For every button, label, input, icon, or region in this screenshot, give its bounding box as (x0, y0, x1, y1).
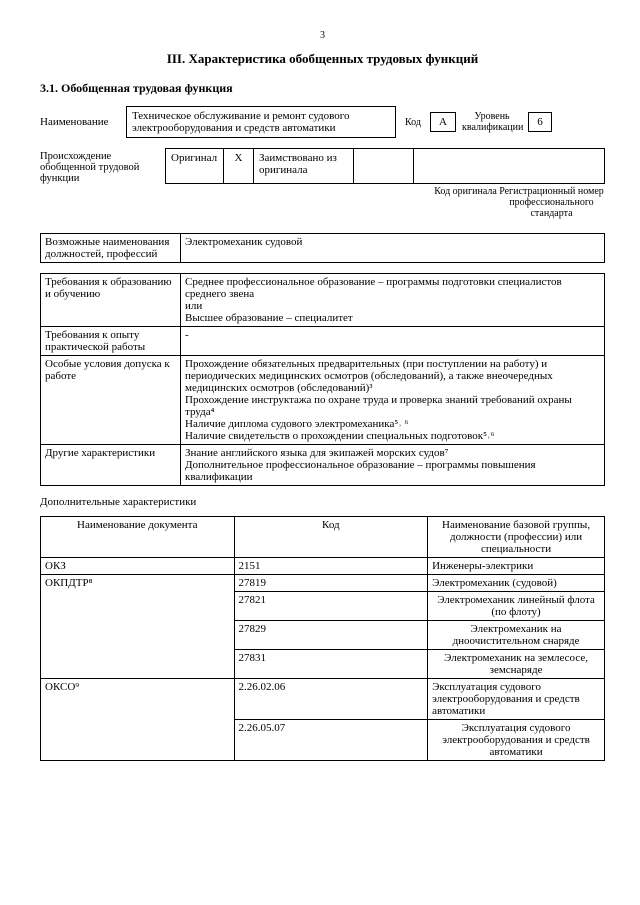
cls-doc: ОКСО⁹ (41, 679, 235, 761)
classifier-table: Наименование документа Код Наименование … (40, 516, 605, 761)
cls-header-doc: Наименование документа (41, 517, 235, 558)
cls-header-name: Наименование базовой группы, должности (… (428, 517, 605, 558)
page-title: III. Характеристика обобщенных трудовых … (40, 51, 605, 67)
table-row: ОКПДТР⁸27819Электромеханик (судовой) (41, 575, 605, 592)
requirements-table: Требования к образованию и обучениюСредн… (40, 273, 605, 486)
original-mark: X (224, 149, 254, 184)
job-titles-value: Электромеханик судовой (181, 234, 605, 263)
table-row: ОКЗ2151Инженеры-электрики (41, 558, 605, 575)
name-row: Наименование Техническое обслуживание и … (40, 106, 605, 138)
table-row: ОКСО⁹2.26.02.06Эксплуатация судового эле… (41, 679, 605, 720)
cls-code: 2.26.05.07 (234, 720, 428, 761)
cls-code: 27819 (234, 575, 428, 592)
additional-title: Дополнительные характеристики (40, 496, 605, 508)
borrowed-reg (414, 149, 605, 184)
cls-name: Эксплуатация судового электрооборудовани… (428, 679, 605, 720)
job-titles-label: Возможные наименования должностей, профе… (41, 234, 181, 263)
cls-name: Электромеханик на дноочистительном снаря… (428, 621, 605, 650)
cls-code: 27831 (234, 650, 428, 679)
code-label: Код (402, 117, 424, 128)
req-label: Другие характеристики (41, 445, 181, 486)
section-heading: 3.1. Обобщенная трудовая функция (40, 81, 605, 96)
cls-doc: ОКПДТР⁸ (41, 575, 235, 679)
req-value: - (181, 327, 605, 356)
level-value: 6 (528, 112, 552, 132)
level-label: Уровень квалификации (462, 111, 522, 133)
req-value: Прохождение обязательных предварительных… (181, 356, 605, 445)
name-value: Техническое обслуживание и ремонт судово… (126, 106, 396, 138)
origin-table: Оригинал X Заимствовано из оригинала (165, 148, 605, 184)
req-value: Среднее профессиональное образование – п… (181, 274, 605, 327)
original-label: Оригинал (166, 149, 224, 184)
origin-label: Происхождение обобщенной трудовой функци… (40, 148, 165, 184)
req-label: Требования к опыту практической работы (41, 327, 181, 356)
cls-doc: ОКЗ (41, 558, 235, 575)
code-value: A (430, 112, 456, 132)
req-label: Требования к образованию и обучению (41, 274, 181, 327)
cls-name: Эксплуатация судового электрооборудовани… (428, 720, 605, 761)
cls-code: 2.26.02.06 (234, 679, 428, 720)
origin-sublabels: Код оригинала Регистрационный номер проф… (165, 186, 605, 219)
name-label: Наименование (40, 116, 120, 128)
cls-header-code: Код (234, 517, 428, 558)
borrowed-label: Заимствовано из оригинала (254, 149, 354, 184)
code-sublabel: Код оригинала (433, 186, 498, 219)
req-label: Особые условия допуска к работе (41, 356, 181, 445)
borrowed-code (354, 149, 414, 184)
origin-row: Происхождение обобщенной трудовой функци… (40, 148, 605, 184)
cls-code: 2151 (234, 558, 428, 575)
req-value: Знание английского языка для экипажей мо… (181, 445, 605, 486)
reg-sublabel: Регистрационный номер профессионального … (498, 186, 605, 219)
cls-name: Инженеры-электрики (428, 558, 605, 575)
page-number: 3 (40, 30, 605, 41)
cls-code: 27821 (234, 592, 428, 621)
cls-code: 27829 (234, 621, 428, 650)
job-titles-table: Возможные наименования должностей, профе… (40, 233, 605, 263)
cls-name: Электромеханик линейный флота (по флоту) (428, 592, 605, 621)
cls-name: Электромеханик на землесосе, земснаряде (428, 650, 605, 679)
cls-name: Электромеханик (судовой) (428, 575, 605, 592)
